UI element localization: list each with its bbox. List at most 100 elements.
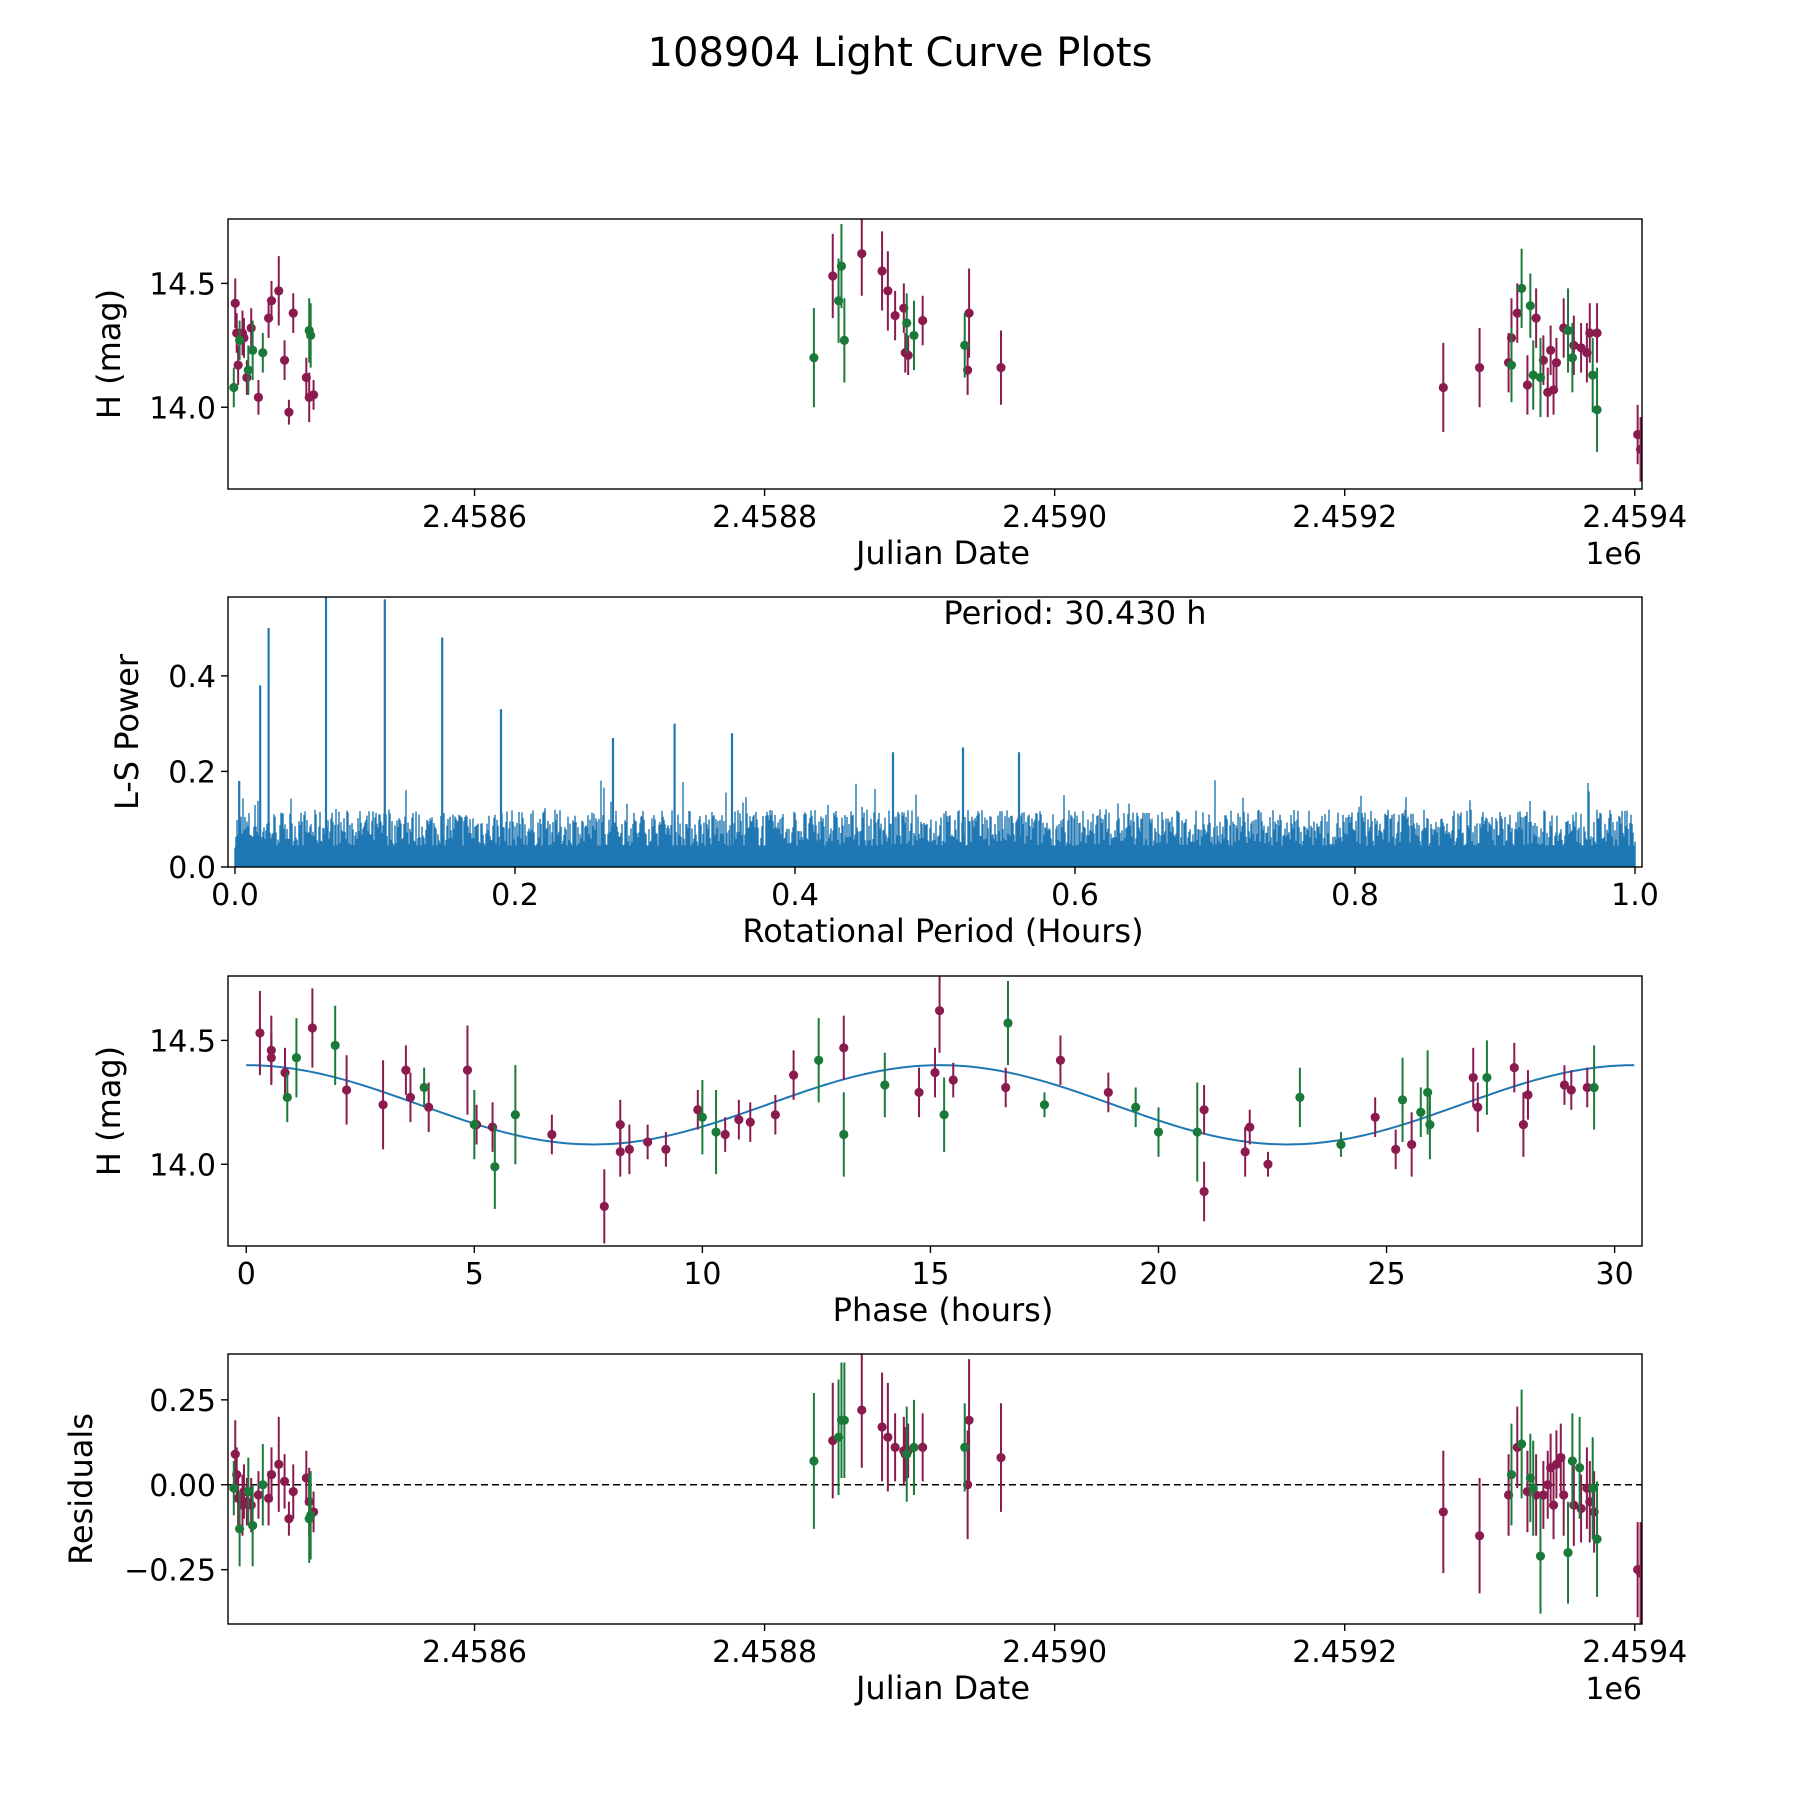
purple-data-point: [1522, 380, 1533, 390]
green-data-point: [1563, 325, 1573, 336]
purple-data-point: [274, 286, 284, 296]
purple-data-point: [1240, 1147, 1250, 1157]
purple-data-point: [1546, 345, 1556, 355]
purple-data-point: [1245, 1122, 1255, 1132]
residuals-x-axis-label: Julian Date: [854, 1669, 1030, 1707]
green-data-point: [306, 330, 316, 341]
green-data-point: [330, 1040, 340, 1050]
purple-data-point: [341, 1085, 352, 1095]
purple-data-point: [279, 1476, 290, 1486]
green-data-point: [1295, 1092, 1305, 1102]
green-data-point: [248, 345, 258, 355]
residuals-y-axis-label: Residuals: [62, 1413, 100, 1565]
purple-data-point: [883, 1432, 893, 1442]
purple-data-point: [246, 323, 256, 333]
green-data-point: [490, 1162, 500, 1172]
green-data-point: [1567, 353, 1577, 363]
y-tick-label: 14.5: [149, 1024, 216, 1059]
purple-data-point: [903, 350, 913, 360]
green-data-point: [1192, 1127, 1202, 1137]
purple-data-point: [661, 1144, 671, 1154]
purple-data-point: [274, 1459, 284, 1469]
purple-data-point: [1538, 1490, 1548, 1500]
purple-data-point: [1548, 385, 1559, 395]
green-data-point: [814, 1055, 824, 1065]
y-tick-label: 0.25: [149, 1384, 216, 1419]
phased-frame: [227, 975, 1643, 1247]
green-data-point: [469, 1120, 479, 1130]
green-data-point: [229, 1483, 239, 1493]
purple-data-point: [547, 1129, 557, 1140]
green-data-point: [839, 1415, 849, 1425]
purple-data-point: [615, 1147, 625, 1157]
purple-data-point: [1576, 1503, 1586, 1514]
green-data-point: [909, 1442, 919, 1452]
x-tick-label: 1.0: [1611, 878, 1659, 913]
purple-data-point: [1551, 1459, 1562, 1469]
x-offset-label: 1e6: [1585, 537, 1642, 572]
purple-data-point: [857, 1405, 867, 1415]
purple-data-point: [789, 1070, 799, 1080]
green-data-point: [243, 1486, 253, 1497]
green-data-point: [1517, 283, 1527, 293]
green-data-point: [1425, 1120, 1435, 1130]
purple-data-point: [424, 1102, 434, 1112]
green-data-point: [711, 1127, 721, 1137]
purple-data-point: [1566, 1085, 1576, 1095]
x-tick-label: 2.4592: [1292, 1635, 1397, 1670]
x-tick-label: 2.4590: [1002, 500, 1107, 535]
y-tick-label: 0.00: [149, 1469, 216, 1504]
green-data-point: [243, 365, 253, 375]
purple-data-point: [964, 308, 974, 318]
purple-data-point: [1548, 1500, 1559, 1510]
purple-data-point: [1473, 1102, 1483, 1112]
y-tick-label: 14.5: [149, 267, 216, 302]
purple-data-point: [1559, 1080, 1570, 1090]
phased-y-axis-label: H (mag): [90, 1046, 128, 1176]
x-tick-label: 2.4586: [422, 1635, 527, 1670]
purple-data-point: [720, 1129, 730, 1140]
x-tick-label: 0.8: [1331, 878, 1379, 913]
purple-data-point: [307, 1023, 317, 1033]
green-data-point: [839, 335, 849, 345]
purple-data-point: [890, 311, 900, 321]
x-tick-label: 15: [911, 1257, 949, 1292]
purple-data-point: [1635, 444, 1642, 454]
purple-data-point: [1509, 1063, 1519, 1073]
green-data-point: [902, 1449, 912, 1459]
purple-data-point: [1531, 313, 1541, 323]
purple-data-point: [1518, 1120, 1529, 1130]
green-data-point: [229, 382, 239, 393]
periodogram-frame: [227, 596, 1643, 868]
phased-x-axis-label: Phase (hours): [833, 1291, 1054, 1329]
purple-data-point: [964, 1415, 974, 1425]
x-tick-label: 2.4588: [712, 500, 817, 535]
purple-data-point: [1474, 1531, 1485, 1541]
x-tick-label: 2.4590: [1002, 1635, 1107, 1670]
green-data-point: [1575, 1463, 1585, 1473]
green-data-point: [939, 1110, 949, 1120]
purple-data-point: [914, 1087, 924, 1098]
lightcurve-frame: [227, 218, 1643, 490]
green-data-point: [1528, 370, 1538, 380]
x-tick-label: 0.0: [211, 878, 259, 913]
x-tick-label: 10: [683, 1257, 721, 1292]
green-data-point: [419, 1082, 429, 1093]
green-data-point: [1482, 1072, 1492, 1083]
purple-data-point: [877, 266, 887, 276]
y-tick-label: 14.0: [149, 391, 216, 426]
purple-data-point: [253, 1490, 264, 1500]
periodogram-x-axis-label: Rotational Period (Hours): [742, 912, 1143, 950]
periodogram-plot-area: [234, 597, 1636, 867]
purple-data-point: [266, 1469, 277, 1480]
y-tick-label: 14.0: [149, 1148, 216, 1183]
green-data-point: [235, 1524, 245, 1534]
green-data-point: [1039, 1100, 1050, 1110]
purple-data-point: [1001, 1082, 1011, 1093]
green-data-point: [836, 261, 847, 271]
purple-data-point: [1438, 382, 1448, 393]
purple-data-point: [745, 1117, 755, 1127]
green-data-point: [235, 335, 245, 345]
purple-data-point: [996, 363, 1006, 373]
figure-title: 108904 Light Curve Plots: [648, 30, 1153, 76]
